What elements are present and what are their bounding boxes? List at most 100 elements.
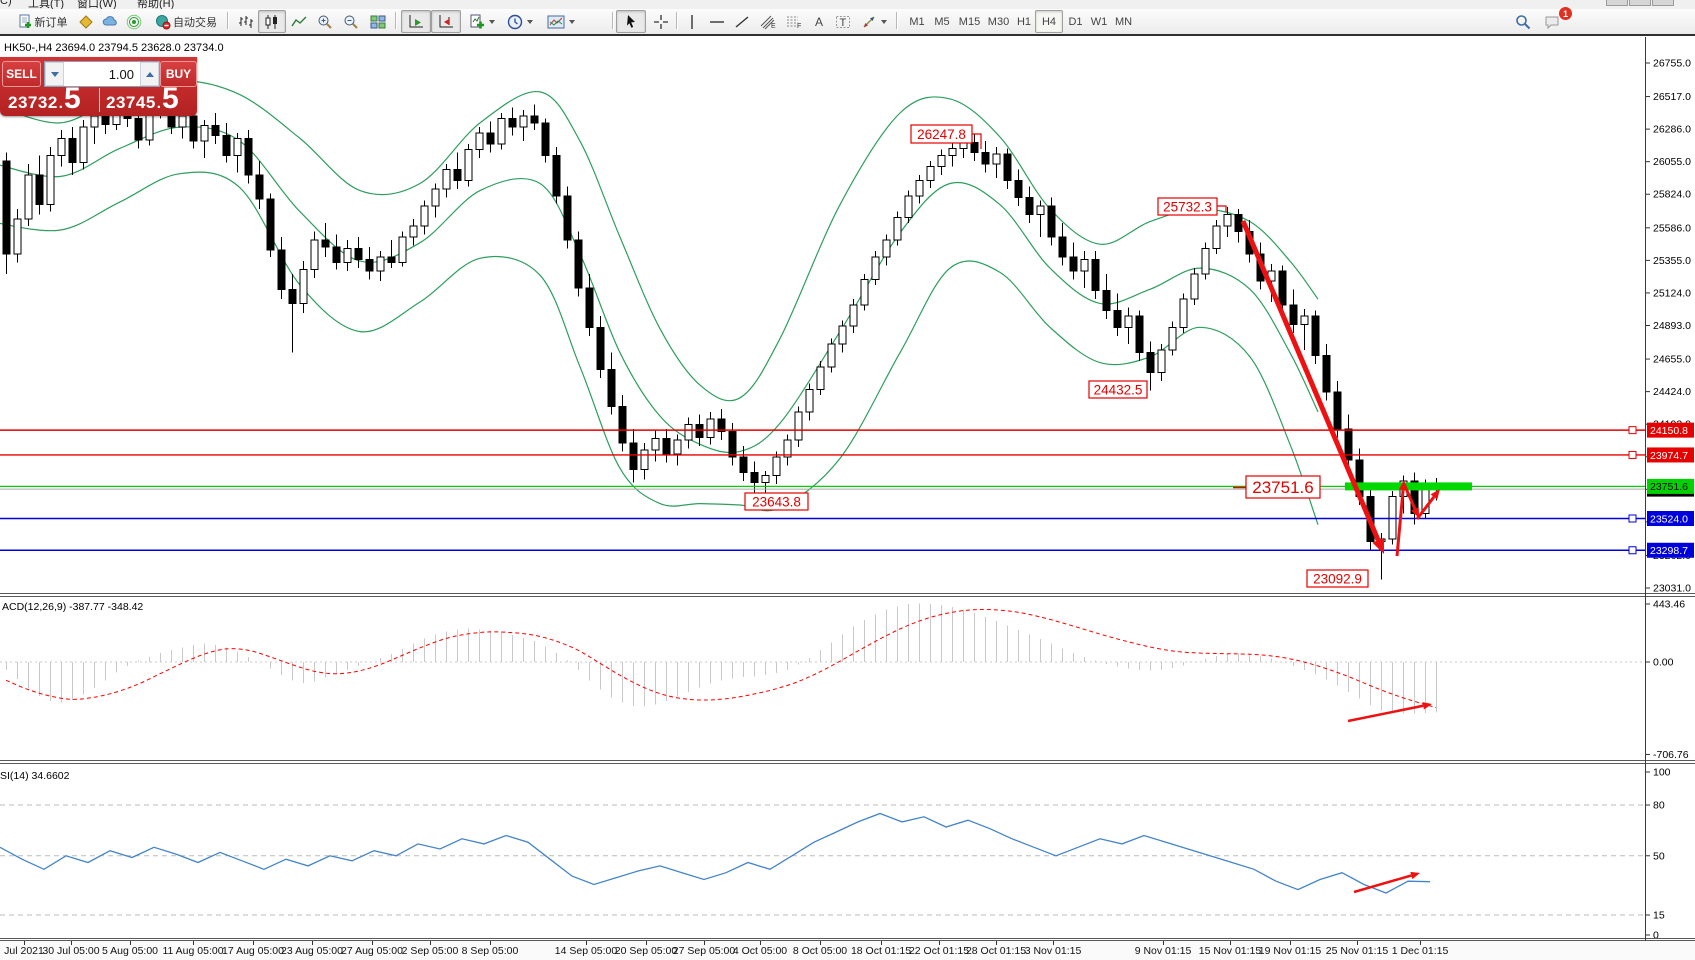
time-label: 28 Oct 01:15 bbox=[965, 945, 1027, 957]
menu-bar: C) 工具(T) 窗口(W) 帮助(H) bbox=[0, 0, 1695, 9]
vertical-line-tool[interactable] bbox=[680, 10, 704, 33]
price-annotation[interactable]: 23751.6 bbox=[1233, 475, 1321, 499]
svg-text:443.46: 443.46 bbox=[1653, 598, 1685, 610]
notifications-button[interactable]: 1 bbox=[1537, 7, 1572, 33]
menu-item[interactable]: C) bbox=[0, 0, 12, 7]
macd-indicator-label: ACD(12,26,9) -387.77 -348.42 bbox=[2, 601, 144, 613]
trend-arrow[interactable] bbox=[1353, 871, 1420, 894]
trend-arrow[interactable] bbox=[1415, 489, 1440, 520]
tf-h1-button[interactable]: H1 bbox=[1016, 15, 1032, 28]
price-annotation[interactable]: 26247.8 bbox=[910, 124, 982, 149]
price-annotation[interactable]: 24432.5 bbox=[1088, 380, 1148, 399]
new-order-button[interactable]: 新订单 bbox=[12, 10, 72, 33]
text-tool[interactable]: A bbox=[807, 10, 830, 33]
search-button[interactable] bbox=[1510, 10, 1536, 33]
level-marker[interactable] bbox=[1628, 450, 1637, 459]
autotrading-button[interactable]: 自动交易 bbox=[148, 10, 224, 33]
tf-w1-button[interactable]: W1 bbox=[1090, 15, 1108, 28]
sell-price[interactable]: 23732. 5 bbox=[8, 82, 81, 115]
level-marker[interactable] bbox=[1628, 546, 1637, 555]
maximize-button[interactable] bbox=[1629, 0, 1651, 6]
trend-arrow[interactable] bbox=[1402, 483, 1419, 518]
menu-item-help[interactable]: 帮助(H) bbox=[137, 0, 175, 9]
time-tick bbox=[71, 941, 72, 945]
level-marker[interactable] bbox=[1628, 426, 1637, 435]
time-label: 5 Aug 05:00 bbox=[101, 945, 159, 957]
tf-h4-button[interactable]: H4 bbox=[1035, 10, 1063, 33]
macd-axis[interactable]: 443.46 0.00 -706.76 bbox=[1645, 598, 1689, 760]
fibo-tool[interactable]: E bbox=[754, 10, 781, 33]
bar-chart-button[interactable] bbox=[233, 10, 258, 33]
price-axis[interactable]: 26755.0 26517.0 26286.0 26055.0 25824.0 25586… bbox=[1628, 58, 1694, 594]
tf-m1-button[interactable]: M1 bbox=[909, 15, 925, 28]
level-marker[interactable] bbox=[1628, 514, 1637, 523]
price-annotation[interactable]: 25732.3 bbox=[1157, 197, 1227, 216]
minimize-button[interactable] bbox=[1606, 0, 1628, 6]
buy-button[interactable]: BUY bbox=[160, 61, 197, 87]
price-annotation[interactable]: 23643.8 bbox=[744, 492, 809, 511]
rsi-pane[interactable]: 100 80 50 15 0 bbox=[0, 764, 1695, 938]
trendline-tool[interactable] bbox=[730, 10, 754, 33]
auto-scroll-button[interactable] bbox=[401, 10, 431, 33]
signals-button[interactable] bbox=[122, 10, 146, 33]
fibo-grid-tool[interactable]: F bbox=[781, 10, 807, 33]
time-tick bbox=[372, 941, 373, 945]
text-label-tool[interactable]: T bbox=[830, 10, 855, 33]
periods-button[interactable] bbox=[502, 10, 538, 33]
macd-pane[interactable]: 443.46 0.00 -706.76 bbox=[0, 597, 1695, 760]
dropdown-caret bbox=[880, 19, 887, 24]
sell-button[interactable]: SELL bbox=[2, 61, 41, 87]
tf-m5-button[interactable]: M5 bbox=[934, 15, 950, 28]
main-chart-pane[interactable]: 26755.0 26517.0 26286.0 26055.0 25824.0 25586… bbox=[0, 37, 1695, 593]
text-a-icon: A bbox=[815, 15, 823, 29]
cursor-icon bbox=[627, 14, 635, 28]
buy-price[interactable]: 23745. 5 bbox=[106, 82, 179, 115]
cursor-button[interactable] bbox=[616, 10, 646, 33]
zoom-in-button[interactable] bbox=[312, 10, 338, 33]
chart-shift-button[interactable] bbox=[431, 10, 461, 33]
price-annotation[interactable]: 23092.9 bbox=[1306, 569, 1369, 588]
toolbar: 新订单 自动交易 E F A T M1 M5 bbox=[0, 7, 1695, 36]
crosshair-button[interactable] bbox=[647, 10, 675, 33]
tf-m30-button[interactable]: M30 bbox=[987, 15, 1010, 28]
trend-arrow[interactable] bbox=[1347, 702, 1432, 723]
horizontal-line-icon bbox=[710, 20, 724, 23]
volume-input[interactable]: 1.00 bbox=[44, 61, 160, 87]
tf-m15-button[interactable]: M15 bbox=[958, 15, 981, 28]
time-axis[interactable]: Jul 2021 30 Jul 05:00 5 Aug 05:00 11 Aug 05… bbox=[0, 941, 1695, 960]
line-chart-button[interactable] bbox=[286, 10, 311, 33]
volume-decrease-button[interactable] bbox=[45, 62, 64, 86]
indicators-button[interactable] bbox=[464, 10, 500, 33]
crosshair-icon bbox=[654, 14, 668, 29]
time-tick bbox=[760, 941, 761, 945]
svg-text:26247.8: 26247.8 bbox=[917, 127, 966, 142]
green-zone-highlight[interactable] bbox=[1345, 482, 1472, 491]
trend-arrow[interactable] bbox=[1240, 220, 1384, 554]
data-window-button[interactable] bbox=[98, 10, 122, 33]
candlestick-chart-button[interactable] bbox=[258, 10, 286, 33]
rsi-axis[interactable]: 100 80 50 15 0 bbox=[1645, 767, 1671, 939]
pane-separator[interactable] bbox=[0, 593, 1695, 597]
volume-value[interactable]: 1.00 bbox=[108, 66, 134, 82]
volume-increase-button[interactable] bbox=[140, 62, 159, 86]
arrows-tool[interactable] bbox=[856, 10, 891, 33]
templates-button[interactable] bbox=[540, 10, 582, 33]
tf-d1-button[interactable]: D1 bbox=[1068, 15, 1083, 28]
menu-item-window[interactable]: 窗口(W) bbox=[77, 0, 117, 9]
one-click-trading-panel: SELL 1.00 BUY 23732. 5 23745. 5 bbox=[0, 57, 197, 116]
zoom-out-button[interactable] bbox=[338, 10, 364, 33]
time-label: 1 Dec 01:15 bbox=[1391, 945, 1449, 957]
close-button[interactable] bbox=[1652, 0, 1674, 6]
market-watch-button[interactable] bbox=[74, 10, 98, 33]
tile-windows-button[interactable] bbox=[364, 10, 392, 33]
template-icon bbox=[547, 15, 565, 28]
time-label: 30 Jul 05:00 bbox=[42, 945, 100, 957]
tf-mn-button[interactable]: MN bbox=[1114, 15, 1133, 28]
time-tick bbox=[490, 941, 491, 945]
menu-item-tools[interactable]: 工具(T) bbox=[28, 0, 65, 9]
svg-text:25124.0: 25124.0 bbox=[1653, 287, 1691, 299]
zoom-in-icon bbox=[318, 15, 332, 29]
horizontal-line-tool[interactable] bbox=[704, 10, 730, 33]
price-axis-border bbox=[1645, 37, 1646, 941]
pane-separator[interactable] bbox=[0, 760, 1695, 764]
